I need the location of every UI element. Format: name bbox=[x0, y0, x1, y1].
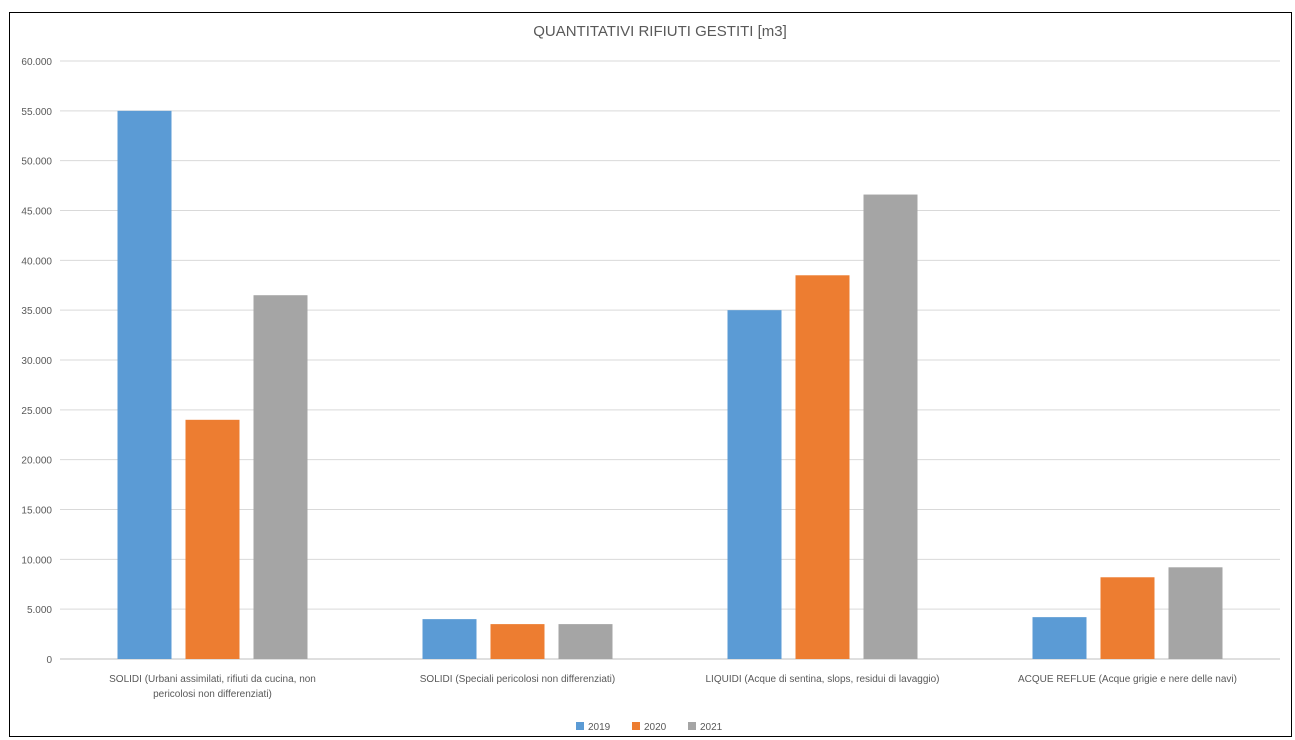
legend-swatch-2021 bbox=[688, 722, 696, 730]
bar-2021-cat-2 bbox=[558, 624, 613, 659]
x-axis-category-labels: SOLIDI (Urbani assimilati, rifiuti da cu… bbox=[109, 674, 1237, 700]
legend-label-2019: 2019 bbox=[588, 722, 611, 733]
x-category-label: SOLIDI (Speciali pericolosi non differen… bbox=[420, 674, 615, 685]
y-tick-label: 25.000 bbox=[21, 406, 52, 417]
y-tick-label: 15.000 bbox=[21, 506, 52, 517]
y-tick-label: 10.000 bbox=[21, 555, 52, 566]
y-tick-label: 35.000 bbox=[21, 306, 52, 317]
x-category-label: pericolosi non differenziati) bbox=[153, 689, 272, 700]
x-category-label: SOLIDI (Urbani assimilati, rifiuti da cu… bbox=[109, 674, 316, 685]
legend-swatch-2020 bbox=[632, 722, 640, 730]
y-tick-label: 40.000 bbox=[21, 256, 52, 267]
chart-title: QUANTITATIVI RIFIUTI GESTITI [m3] bbox=[533, 23, 787, 40]
bar-2020-cat-2 bbox=[490, 624, 545, 659]
x-category-label: ACQUE REFLUE (Acque grigie e nere delle … bbox=[1018, 674, 1237, 685]
bar-2021-cat-1 bbox=[253, 295, 308, 659]
y-tick-label: 30.000 bbox=[21, 356, 52, 367]
bar-2021-cat-3 bbox=[863, 194, 918, 659]
legend-label-2020: 2020 bbox=[644, 722, 667, 733]
x-category-label: LIQUIDI (Acque di sentina, slops, residu… bbox=[705, 674, 939, 685]
y-tick-label: 45.000 bbox=[21, 207, 52, 218]
y-tick-label: 50.000 bbox=[21, 157, 52, 168]
bar-2020-cat-3 bbox=[795, 275, 850, 659]
bar-2019-cat-3 bbox=[727, 310, 782, 659]
y-tick-label: 0 bbox=[46, 655, 52, 666]
bar-2020-cat-1 bbox=[185, 419, 240, 659]
y-tick-label: 55.000 bbox=[21, 107, 52, 118]
bar-2020-cat-4 bbox=[1100, 577, 1155, 659]
grid-lines bbox=[60, 60, 1280, 660]
bar-2019-cat-4 bbox=[1032, 617, 1087, 659]
bar-2021-cat-4 bbox=[1168, 567, 1223, 659]
bar-2019-cat-1 bbox=[117, 110, 172, 660]
y-tick-label: 60.000 bbox=[21, 57, 52, 68]
legend: 2019 2020 2021 bbox=[576, 722, 723, 733]
y-axis-tick-labels: 0 5.000 10.000 15.000 20.000 25.000 30.000 35.0… bbox=[21, 57, 52, 666]
legend-label-2021: 2021 bbox=[700, 722, 723, 733]
bar-series bbox=[117, 110, 1223, 660]
bar-2019-cat-2 bbox=[422, 619, 477, 659]
y-tick-label: 20.000 bbox=[21, 456, 52, 467]
y-tick-label: 5.000 bbox=[27, 605, 52, 616]
legend-swatch-2019 bbox=[576, 722, 584, 730]
